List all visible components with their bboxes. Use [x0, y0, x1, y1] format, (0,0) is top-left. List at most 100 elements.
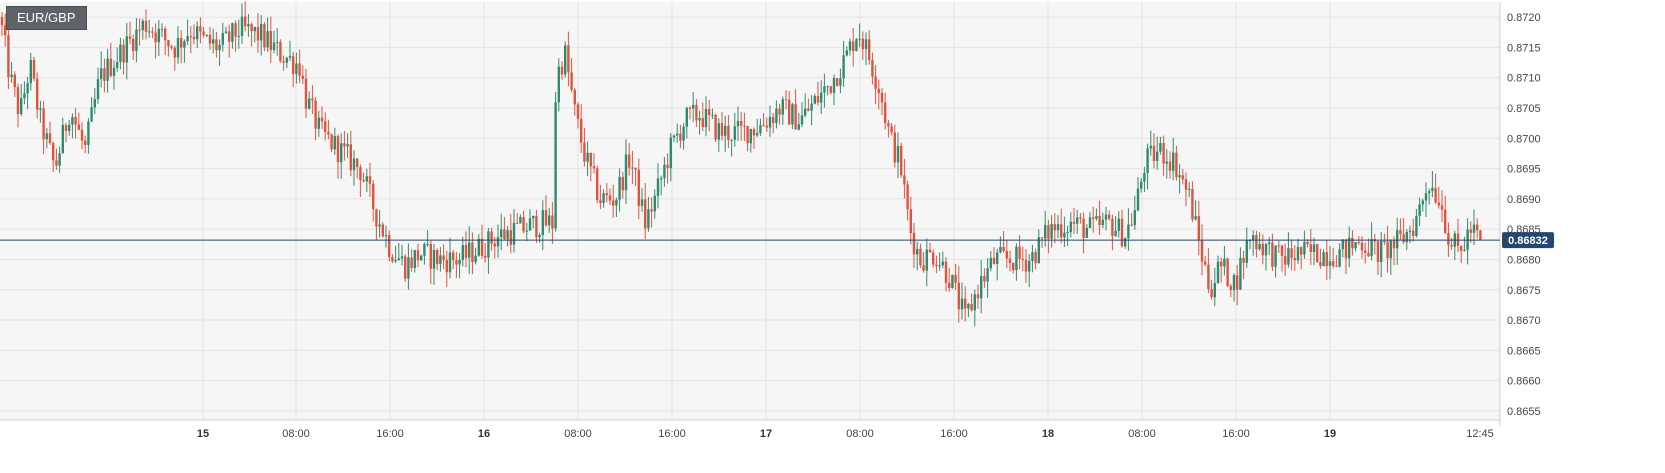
x-tick-label: 17	[760, 428, 772, 440]
candle-body	[951, 274, 954, 288]
candle-body	[391, 256, 394, 262]
candle-body	[1088, 217, 1092, 228]
candle-body	[516, 222, 519, 224]
candle-body	[1322, 252, 1325, 267]
candle-body	[644, 199, 647, 229]
candle-body	[324, 121, 327, 132]
candle-body	[964, 298, 967, 309]
candle-body	[7, 35, 10, 77]
candle-body	[64, 124, 68, 131]
candle-body	[109, 58, 112, 76]
candle-body	[1389, 240, 1392, 259]
candle-body	[1255, 235, 1258, 250]
candle-body	[426, 243, 429, 245]
candle-body	[400, 256, 404, 259]
candle-body	[87, 121, 90, 145]
x-tick-label: 08:00	[564, 428, 592, 440]
candle-body	[1447, 232, 1450, 246]
y-tick-label: 0.8720	[1507, 12, 1541, 24]
candle-body	[208, 34, 212, 44]
candle-body	[551, 215, 554, 229]
candle-body	[0, 17, 4, 26]
candle-body	[420, 255, 423, 261]
candle-body	[1143, 172, 1146, 182]
candle-body	[448, 252, 452, 273]
candle-body	[1120, 218, 1124, 247]
candle-body	[1024, 260, 1028, 272]
candle-body	[26, 83, 29, 94]
candle-body	[743, 125, 746, 127]
candle-body	[148, 31, 151, 33]
candle-body	[1188, 188, 1191, 190]
candle-body	[397, 258, 400, 261]
candle-body	[784, 99, 788, 101]
candle-body	[1239, 257, 1242, 290]
candle-body	[336, 136, 340, 163]
candle-body	[1207, 264, 1210, 290]
candle-body	[544, 210, 548, 226]
candle-body	[1021, 258, 1024, 261]
candle-body	[362, 180, 365, 182]
candle-body	[157, 28, 160, 43]
y-tick-label: 0.8680	[1507, 254, 1541, 266]
candle-body	[1130, 224, 1133, 226]
candle-body	[404, 256, 407, 279]
candle-body	[71, 117, 74, 125]
candle-body	[887, 123, 890, 127]
candle-body	[260, 24, 263, 41]
candle-body	[1213, 283, 1216, 298]
candle-body	[445, 260, 448, 273]
candle-body	[1152, 145, 1156, 162]
candle-body	[1354, 242, 1357, 249]
candle-body	[1357, 242, 1360, 244]
candle-body	[1396, 230, 1399, 249]
candle-body	[10, 74, 13, 77]
candle-body	[1287, 248, 1290, 265]
candle-body	[359, 167, 362, 181]
candle-body	[272, 42, 276, 50]
candle-body	[1028, 261, 1031, 272]
candle-body	[48, 133, 52, 143]
candle-body	[746, 125, 749, 144]
candle-body	[1191, 188, 1194, 220]
candle-body	[749, 129, 752, 144]
candle-body	[45, 133, 48, 140]
candle-body	[356, 158, 359, 168]
candle-body	[535, 215, 538, 238]
candle-body	[119, 44, 122, 63]
candle-body	[973, 294, 976, 311]
candle-body	[957, 282, 960, 310]
x-tick-label: 16:00	[658, 428, 686, 440]
candle-body	[1316, 244, 1319, 262]
candle-body	[13, 74, 16, 88]
candle-body	[247, 24, 250, 27]
candle-body	[935, 264, 938, 267]
y-tick-label: 0.8660	[1507, 376, 1541, 388]
candle-body	[135, 29, 138, 51]
candle-body	[455, 260, 458, 265]
candle-body	[285, 57, 288, 63]
candle-body	[410, 257, 413, 268]
candle-body	[954, 274, 957, 283]
candle-body	[416, 250, 420, 261]
candle-body	[224, 31, 228, 34]
candle-body	[1085, 227, 1088, 238]
x-tick-label: 08:00	[846, 428, 874, 440]
candle-body	[1060, 224, 1063, 238]
candle-body	[1428, 191, 1431, 194]
candle-body	[1146, 148, 1149, 173]
candle-body	[829, 86, 832, 93]
candle-body	[554, 102, 557, 229]
candle-body	[1476, 224, 1479, 231]
candle-body	[1332, 261, 1335, 266]
candle-body	[976, 294, 980, 299]
candle-body	[704, 108, 708, 128]
candle-body	[250, 24, 253, 32]
candle-body	[346, 144, 349, 147]
candle-body	[1328, 261, 1332, 267]
candle-body	[314, 100, 317, 129]
candle-body	[122, 44, 125, 63]
candle-body	[948, 282, 951, 288]
candle-body	[519, 217, 522, 224]
